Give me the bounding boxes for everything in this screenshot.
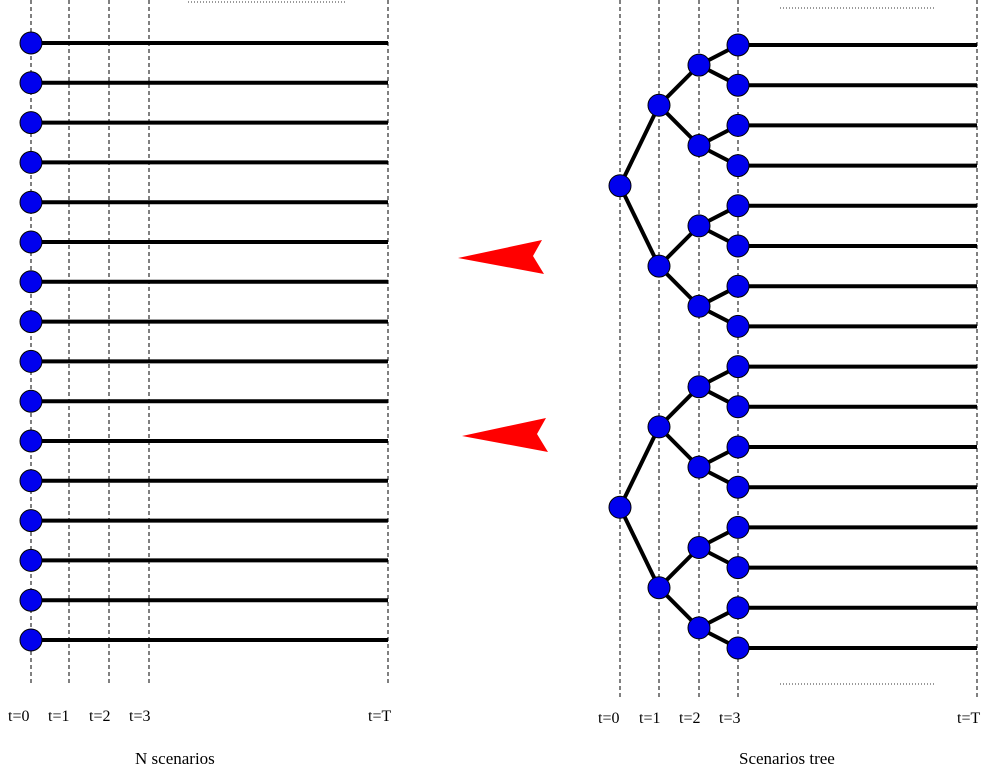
left-scenario-node-1 xyxy=(19,31,43,55)
tree-node-l1-3 xyxy=(647,415,671,439)
right-label-t2: t=2 xyxy=(679,710,700,727)
tree-node-l1-4 xyxy=(647,576,671,600)
left-label-t3: t=3 xyxy=(129,708,150,725)
dotted-ellipsis-lines xyxy=(188,1,936,685)
tree-node-l3-1 xyxy=(726,33,750,57)
tree-node-l2-1 xyxy=(687,53,711,77)
tree-node-l3-12 xyxy=(726,475,750,499)
tree-nodes xyxy=(19,31,750,660)
left-scenario-node-13 xyxy=(19,509,43,533)
left-label-t2: t=2 xyxy=(89,708,110,725)
tree-node-l2-4 xyxy=(687,294,711,318)
left-label-tT: t=T xyxy=(368,708,391,725)
scenario-lines xyxy=(31,41,977,650)
tree-node-l3-16 xyxy=(726,636,750,660)
left-scenario-node-5 xyxy=(19,190,43,214)
left-scenario-node-11 xyxy=(19,429,43,453)
left-label-t1: t=1 xyxy=(48,708,69,725)
tree-node-l2-2 xyxy=(687,134,711,157)
left-scenario-node-4 xyxy=(19,150,43,174)
tree-node-l2-7 xyxy=(687,536,711,559)
tree-node-l0-2 xyxy=(608,495,632,519)
left-scenario-node-10 xyxy=(19,389,43,413)
arrows xyxy=(458,240,548,452)
tree-node-l3-2 xyxy=(726,73,750,97)
left-scenario-node-16 xyxy=(19,628,43,652)
tree-node-l3-6 xyxy=(726,234,750,258)
left-scenario-node-12 xyxy=(19,469,43,493)
tree-node-l1-1 xyxy=(647,93,671,117)
left-scenario-node-7 xyxy=(19,270,43,294)
tree-node-l2-6 xyxy=(687,455,711,479)
left-scenario-node-9 xyxy=(19,349,43,373)
tree-edge-l0-1-2 xyxy=(618,183,661,269)
tree-edge-l0-1-1 xyxy=(618,103,661,188)
left-scenario-node-15 xyxy=(19,588,43,612)
tree-node-l3-14 xyxy=(726,556,750,580)
tree-edge-l0-2-2 xyxy=(618,505,661,590)
left-scenario-node-6 xyxy=(19,230,43,254)
right-label-t0: t=0 xyxy=(598,710,619,727)
tree-node-l2-8 xyxy=(687,616,711,640)
right-label-tT: t=T xyxy=(957,710,980,727)
left-scenario-node-3 xyxy=(19,111,43,135)
red-arrow-top xyxy=(458,240,544,274)
tree-node-l3-5 xyxy=(726,194,750,218)
left-scenario-node-8 xyxy=(19,310,43,334)
tree-node-l3-4 xyxy=(726,154,750,178)
red-arrow-bottom xyxy=(462,418,548,452)
left-label-t0: t=0 xyxy=(8,708,29,725)
tree-node-l1-2 xyxy=(647,254,671,278)
tree-node-l3-9 xyxy=(726,355,750,379)
tree-node-l3-3 xyxy=(726,113,750,137)
right-label-t1: t=1 xyxy=(639,710,660,727)
tree-edge-l0-2-1 xyxy=(618,424,661,510)
right-time-labels: t=0 t=1 t=2 t=3 t=T xyxy=(598,710,980,727)
left-time-labels: t=0 t=1 t=2 t=3 t=T xyxy=(8,708,391,725)
tree-node-l2-3 xyxy=(687,214,711,238)
tree-node-l3-10 xyxy=(726,395,750,419)
left-scenario-node-2 xyxy=(19,71,43,95)
tree-edges xyxy=(618,43,740,650)
right-caption: Scenarios tree xyxy=(739,749,835,768)
dashed-time-lines xyxy=(30,0,978,700)
left-caption: N scenarios xyxy=(135,749,215,768)
tree-node-l3-15 xyxy=(726,596,750,620)
right-label-t3: t=3 xyxy=(719,710,740,727)
left-scenario-node-14 xyxy=(19,548,43,572)
tree-node-l3-13 xyxy=(726,515,750,539)
tree-node-l3-7 xyxy=(726,274,750,298)
tree-node-l3-11 xyxy=(726,435,750,459)
tree-node-l0-1 xyxy=(608,174,632,198)
tree-node-l2-5 xyxy=(687,375,711,399)
tree-node-l3-8 xyxy=(726,314,750,338)
